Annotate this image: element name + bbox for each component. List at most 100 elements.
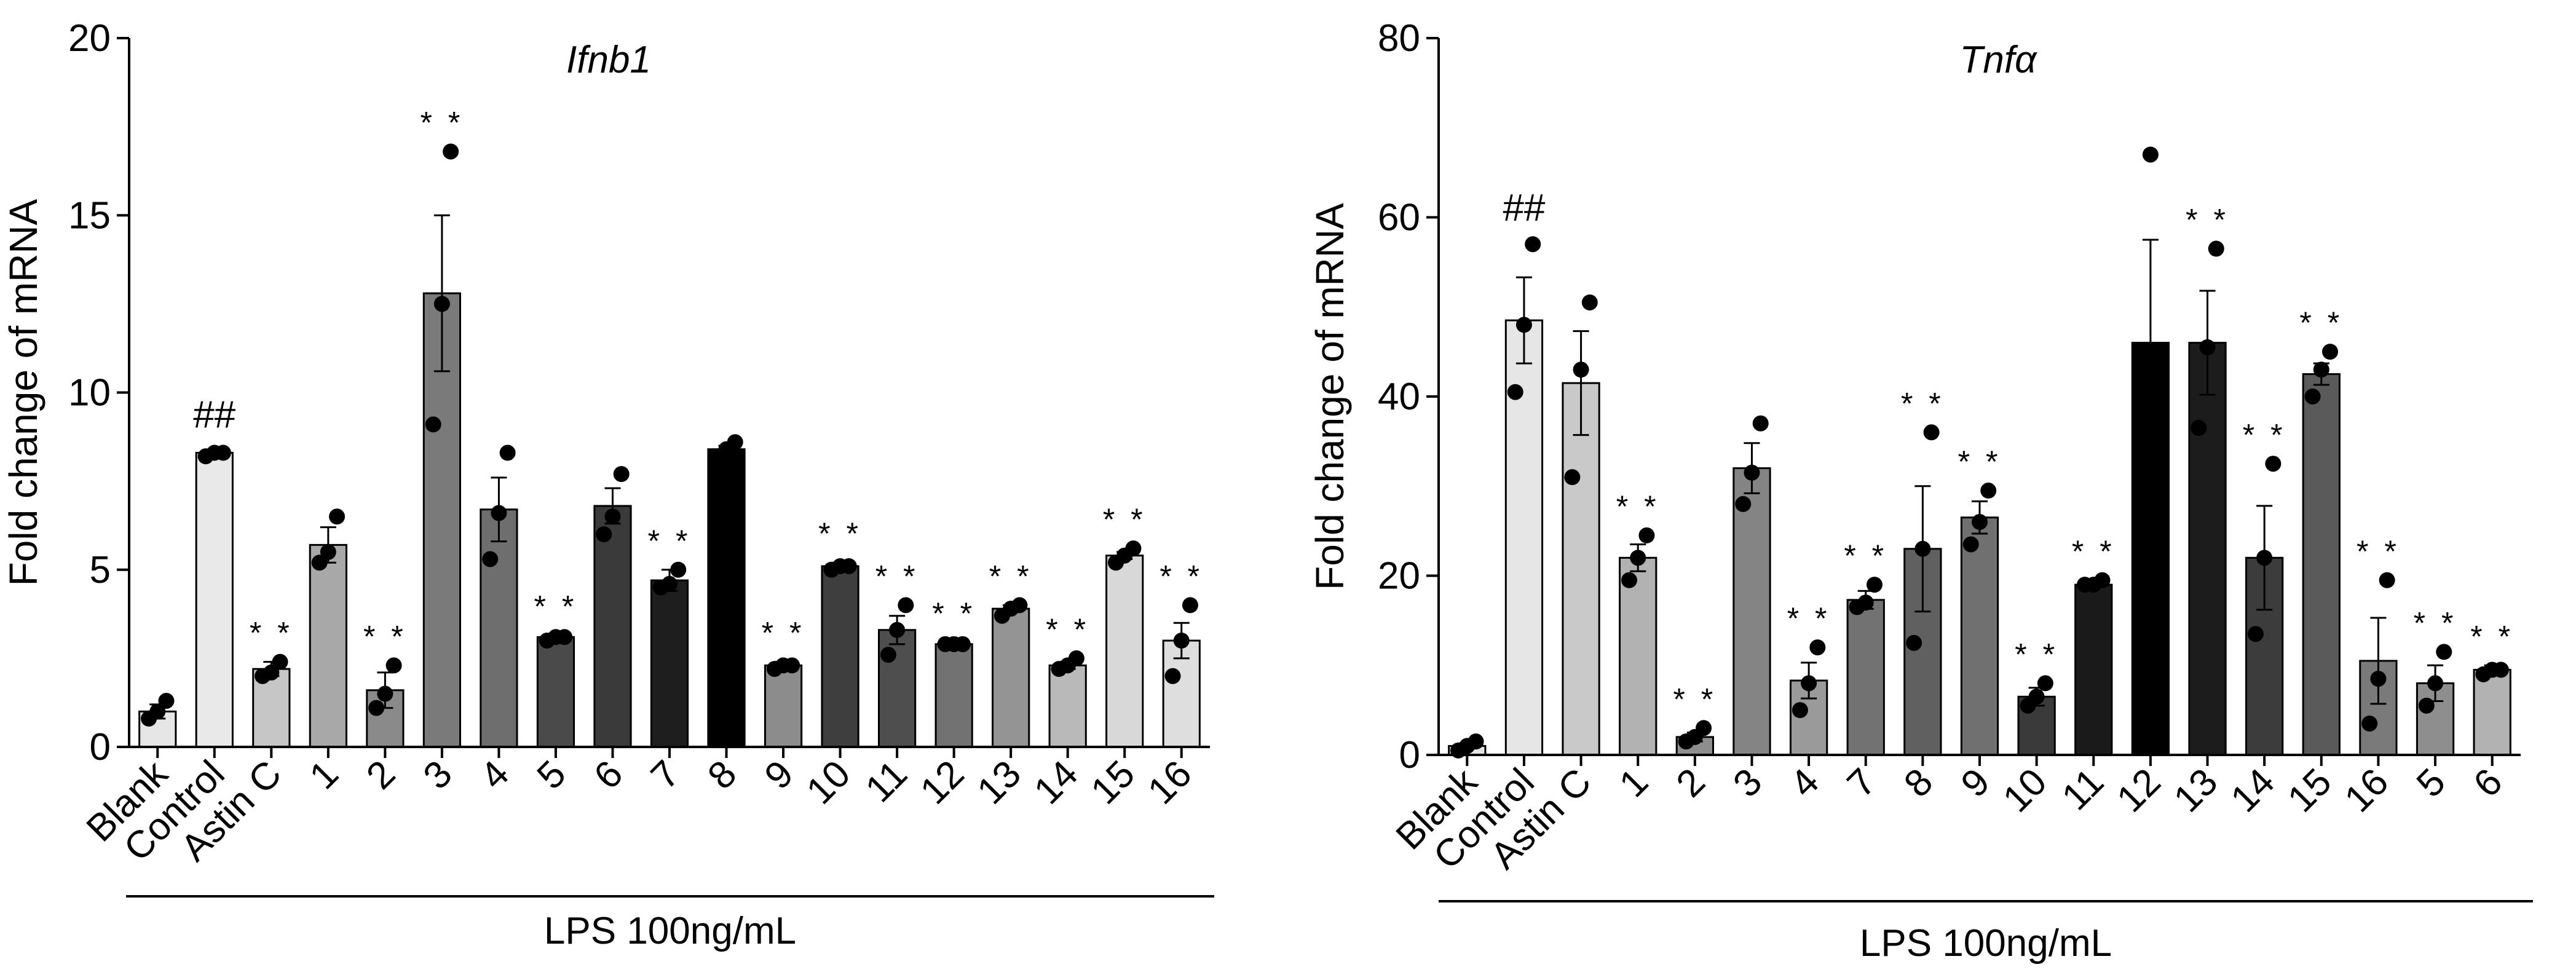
bar-5 (536, 636, 575, 748)
bar-15 (1105, 555, 1144, 748)
y-tick-label: 20 (68, 17, 111, 60)
significance-stars: * * (2072, 534, 2116, 569)
data-point (1801, 675, 1817, 692)
data-point (1125, 540, 1142, 557)
y-tick-label: 15 (68, 194, 111, 237)
bar-3 (1732, 467, 1771, 756)
significance-stars: * * (1844, 539, 1887, 573)
data-point (840, 558, 857, 574)
data-point (2037, 675, 2053, 692)
data-point (443, 143, 459, 160)
category-label: 16 (1140, 752, 1200, 813)
data-point (158, 693, 175, 709)
bar-1 (1619, 556, 1657, 756)
data-point (1525, 236, 1541, 253)
data-point (2418, 697, 2435, 714)
data-point (1980, 483, 1997, 499)
data-point (1914, 540, 1931, 557)
significance-stars: * * (1787, 601, 1831, 636)
category-label: 8 (1896, 760, 1941, 805)
significance-stars: * * (534, 589, 578, 623)
y-tick-label: 5 (90, 549, 111, 591)
data-point (425, 416, 441, 433)
significance-stars: * * (1160, 559, 1203, 593)
data-point (556, 629, 573, 645)
bar-11 (877, 629, 917, 748)
significance-stars: * * (2414, 606, 2457, 640)
data-point (2028, 689, 2045, 705)
significance-stars: * * (2470, 619, 2514, 653)
y-axis-label: Fold change of mRNA (1308, 203, 1352, 590)
data-point (1573, 361, 1589, 378)
category-label: 2 (1669, 760, 1713, 805)
data-point (1866, 577, 1883, 593)
category-label: 4 (472, 752, 517, 797)
significance-stars: * * (818, 516, 862, 551)
data-point (898, 597, 914, 614)
data-point (1906, 634, 1922, 651)
y-tick-label: 0 (1399, 734, 1420, 776)
data-point (1792, 702, 1808, 719)
bar-13 (992, 607, 1030, 748)
data-point (1581, 294, 1598, 310)
data-point (1923, 424, 1940, 441)
data-point (2191, 420, 2207, 436)
category-label: 11 (858, 752, 915, 810)
y-tick-label: 10 (68, 372, 111, 414)
category-label: 12 (912, 752, 973, 813)
data-point (1735, 495, 1752, 512)
data-point (1164, 668, 1181, 684)
data-point (1972, 514, 1988, 531)
data-point (1468, 733, 1484, 750)
category-label: 1 (1611, 760, 1656, 805)
category-label: 5 (2409, 760, 2454, 805)
data-point (880, 647, 896, 663)
category-label: 12 (2109, 760, 2169, 821)
bar-13 (2188, 342, 2227, 756)
data-point (727, 434, 743, 451)
data-point (1182, 597, 1198, 614)
data-point (149, 703, 166, 720)
data-point (2379, 572, 2395, 588)
data-point (272, 653, 288, 670)
data-point (954, 636, 971, 652)
category-label: 14 (2222, 760, 2283, 821)
data-point (1011, 597, 1028, 614)
significance-stars: * * (2015, 637, 2058, 671)
data-point (1173, 633, 1190, 649)
data-point (889, 622, 906, 638)
category-label: 10 (1995, 760, 2055, 821)
data-point (2208, 240, 2224, 257)
category-label: 9 (1953, 760, 1998, 805)
data-point (263, 664, 280, 681)
category-label: 3 (416, 752, 460, 797)
category-label: 8 (700, 752, 745, 797)
category-label: 3 (1725, 760, 1770, 805)
bar-9 (764, 664, 803, 748)
data-point (2436, 644, 2452, 660)
chart-title: Ifnb1 (566, 39, 651, 81)
category-label: 2 (358, 752, 403, 797)
data-point (670, 561, 687, 578)
y-axis-label: Fold change of mRNA (1, 199, 45, 586)
data-point (1507, 384, 1523, 400)
data-point (784, 657, 800, 674)
data-point (499, 444, 516, 461)
y-tick-label: 60 (1378, 197, 1420, 239)
bar-1 (309, 543, 347, 748)
data-point (2361, 715, 2378, 732)
significance-stars: * * (1958, 444, 2002, 479)
category-label: 14 (1026, 752, 1086, 813)
bar-6 (2473, 669, 2511, 756)
bar-7 (650, 579, 689, 748)
category-label: 5 (529, 752, 574, 797)
data-point (2304, 389, 2321, 405)
chart-title: Tnfα (1960, 39, 2038, 81)
bar-14 (1048, 664, 1087, 748)
category-label: 6 (2465, 760, 2510, 805)
significance-stars: * * (2299, 306, 2343, 340)
y-tick-label: 20 (1378, 555, 1420, 598)
data-point (2322, 344, 2339, 360)
data-point (2094, 572, 2111, 588)
